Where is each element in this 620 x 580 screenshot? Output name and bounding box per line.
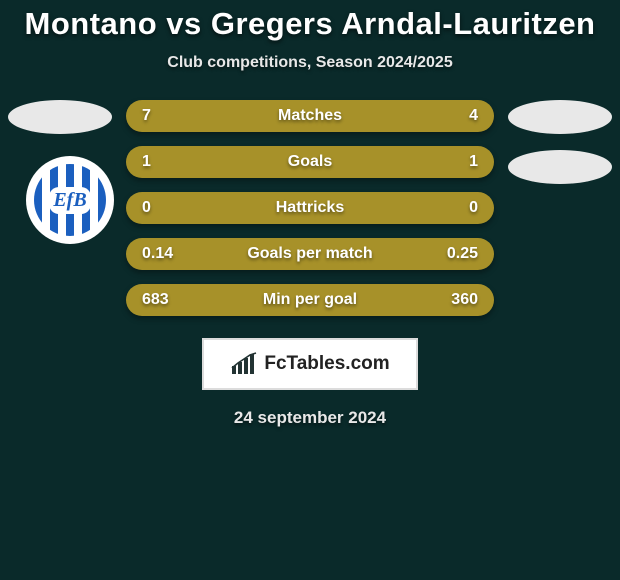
stat-row: 0.14Goals per match0.25 (126, 238, 494, 270)
stat-left-value: 683 (142, 291, 169, 309)
stat-row: 1Goals1 (126, 146, 494, 178)
right-ellipse-2 (508, 150, 612, 184)
stat-bars: 7Matches4 1Goals1 0Hattricks0 0.14Goals per… (126, 100, 494, 316)
stat-left-value: 0.14 (142, 245, 173, 263)
brand-text: FcTables.com (264, 353, 389, 375)
stat-right-value: 0.25 (447, 245, 478, 263)
stat-row: 7Matches4 (126, 100, 494, 132)
stat-right-value: 4 (469, 107, 478, 125)
page-title: Montano vs Gregers Arndal-Lauritzen (0, 0, 620, 42)
stat-row: 683Min per goal360 (126, 284, 494, 316)
stat-left-value: 0 (142, 199, 151, 217)
footer-date: 24 september 2024 (0, 408, 620, 428)
crest-label: EfB (49, 187, 90, 214)
stat-label: Hattricks (126, 199, 494, 217)
brand-box: FcTables.com (202, 338, 418, 390)
stat-label: Min per goal (126, 291, 494, 309)
stat-right-value: 1 (469, 153, 478, 171)
left-crest: EfB (26, 156, 114, 244)
stat-right-value: 0 (469, 199, 478, 217)
stat-label: Goals per match (126, 245, 494, 263)
stat-left-value: 7 (142, 107, 151, 125)
bar-chart-icon (230, 352, 258, 376)
comparison-stage: EfB 7Matches41Goals10Hattricks00.14Goals… (0, 100, 620, 428)
crest-stripes: EfB (34, 164, 106, 236)
stat-right-value: 360 (451, 291, 478, 309)
stat-label: Matches (126, 107, 494, 125)
stat-label: Goals (126, 153, 494, 171)
left-ellipse-1 (8, 100, 112, 134)
subtitle: Club competitions, Season 2024/2025 (0, 54, 620, 72)
stat-left-value: 1 (142, 153, 151, 171)
right-ellipse-1 (508, 100, 612, 134)
stat-row: 0Hattricks0 (126, 192, 494, 224)
